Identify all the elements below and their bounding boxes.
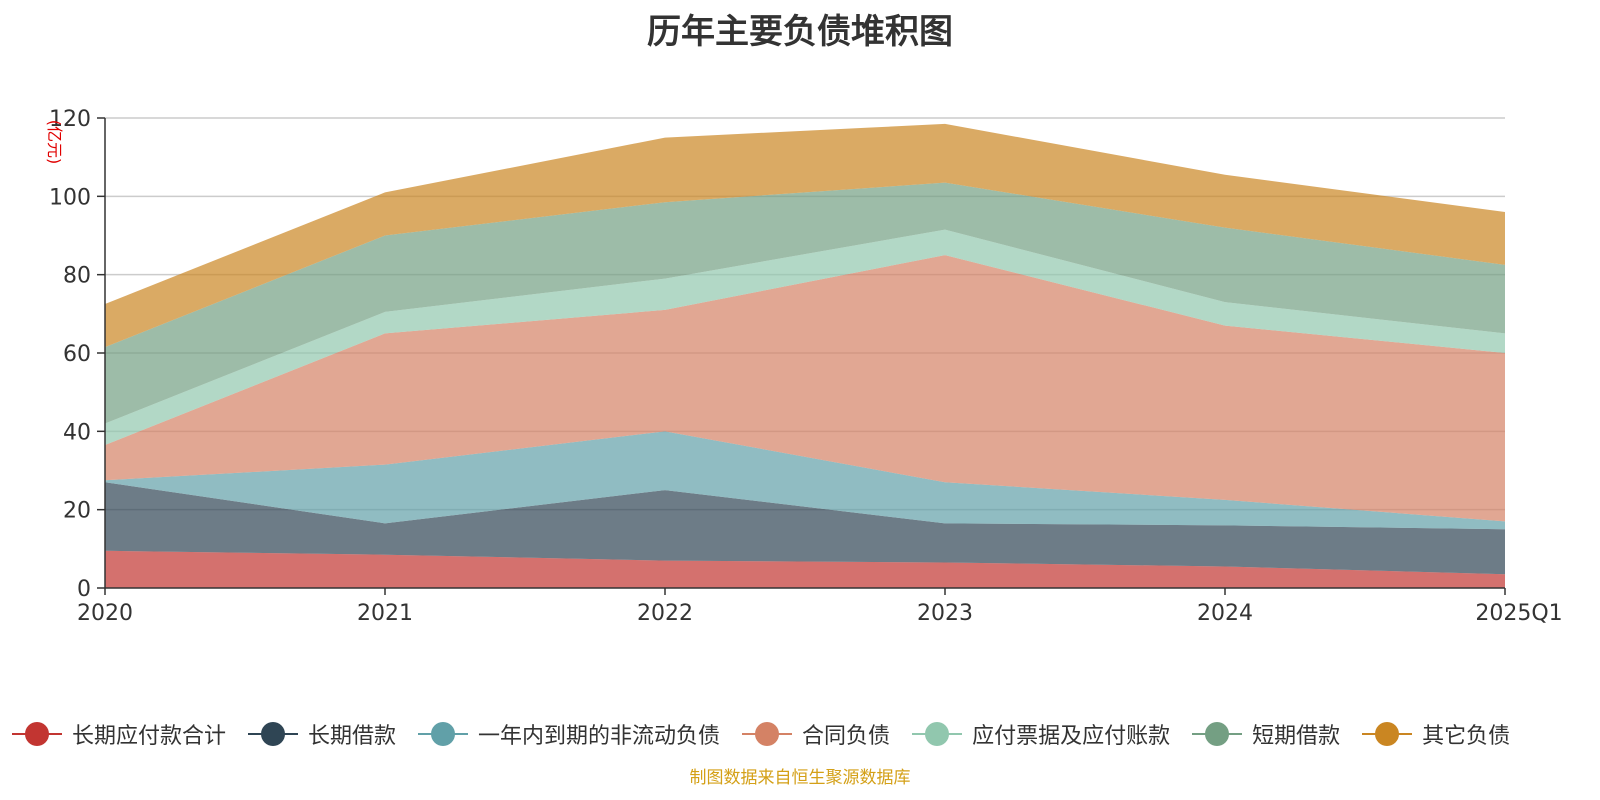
- y-tick-label: 20: [63, 499, 91, 524]
- y-tick-label: 100: [49, 185, 91, 210]
- legend-label: 短期借款: [1252, 724, 1341, 749]
- area-series-1: [105, 550, 1505, 588]
- legend-item-6[interactable]: 短期借款: [1192, 718, 1340, 750]
- area-series-6: [105, 182, 1505, 424]
- chart-plot: 0 20 40 60 80 100 120 2020 2021 2022 2023 2024 2025Q…: [45, 107, 1563, 626]
- y-tick-label: 60: [63, 342, 91, 367]
- area-series-4: [105, 255, 1505, 522]
- legend-marker-icon: [1362, 721, 1413, 747]
- legend-marker-icon: [742, 721, 793, 747]
- area-series-5: [105, 229, 1505, 446]
- x-tick-label: 2021: [357, 601, 413, 626]
- area-series-3: [105, 431, 1505, 530]
- x-tick-label: 2023: [917, 601, 973, 626]
- x-tick-label: 2020: [77, 601, 133, 626]
- legend-label: 一年内到期的非流动负债: [478, 724, 721, 749]
- legend-item-7[interactable]: 其它负债: [1362, 718, 1510, 750]
- legend-label: 其它负债: [1422, 724, 1511, 749]
- legend-label: 长期借款: [308, 724, 397, 749]
- legend-item-1[interactable]: 长期应付款合计: [12, 718, 226, 750]
- chart-title: 历年主要负债堆积图: [647, 12, 953, 52]
- area-series-2: [105, 482, 1505, 575]
- axes: 0 20 40 60 80 100 120 2020 2021 2022 2023 2024 2025Q…: [49, 107, 1563, 626]
- area-series-group: [105, 123, 1505, 588]
- legend-item-5[interactable]: 应付票据及应付账款: [912, 718, 1170, 750]
- y-tick-label: 40: [63, 420, 91, 445]
- legend-label: 应付票据及应付账款: [972, 724, 1171, 749]
- x-tick-label: 2022: [637, 601, 693, 626]
- y-axis-unit-label: (亿元): [45, 120, 64, 165]
- y-tick-label: 0: [77, 577, 91, 602]
- y-tick-label: 120: [49, 107, 91, 132]
- legend-marker-icon: [248, 721, 299, 747]
- legend-item-4[interactable]: 合同负债: [742, 718, 890, 750]
- legend-item-3[interactable]: 一年内到期的非流动负债: [418, 718, 720, 750]
- legend-marker-icon: [418, 721, 469, 747]
- x-tick-label: 2024: [1197, 601, 1253, 626]
- y-tick-label: 80: [63, 264, 91, 289]
- legend-marker-icon: [1192, 721, 1243, 747]
- legend: 长期应付款合计 长期借款 一年内到期的非流动负债 合同负债 应付票据及应付账款 短期借款 其…: [12, 718, 1600, 750]
- legend-label: 长期应付款合计: [72, 724, 227, 749]
- legend-marker-icon: [912, 721, 963, 747]
- source-note: 制图数据来自恒生聚源数据库: [689, 768, 911, 788]
- area-series-7: [105, 123, 1505, 348]
- legend-marker-icon: [12, 721, 62, 747]
- x-tick-label: 2025Q1: [1475, 601, 1562, 626]
- legend-label: 合同负债: [802, 724, 891, 749]
- legend-item-2[interactable]: 长期借款: [248, 718, 396, 750]
